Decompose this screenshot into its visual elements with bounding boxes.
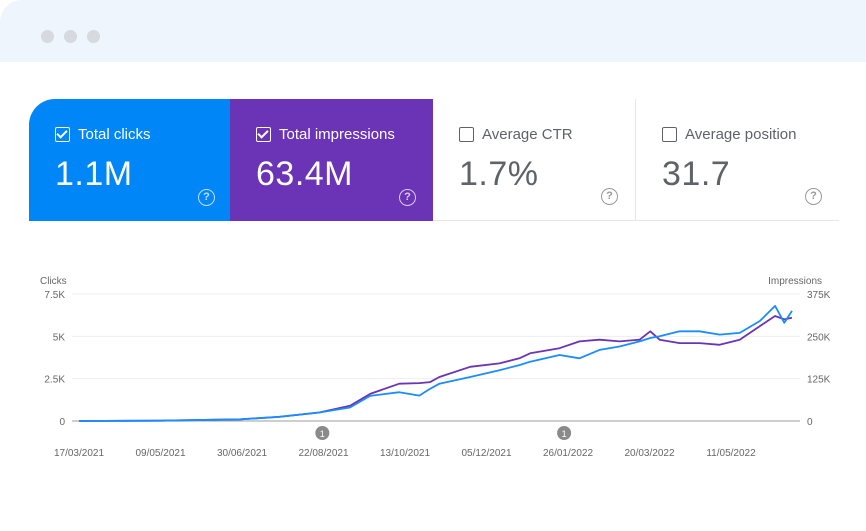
help-icon[interactable]: ?	[399, 189, 416, 206]
metric-card-total-clicks[interactable]: Total clicks 1.1M ?	[29, 99, 232, 221]
metric-card-average-position[interactable]: Average position 31.7 ?	[636, 99, 839, 221]
window-titlebar	[0, 0, 866, 62]
metric-value: 63.4M	[256, 155, 353, 193]
x-tick-label: 22/08/2021	[298, 448, 348, 459]
checkbox-unchecked-icon[interactable]	[662, 126, 677, 142]
metric-value: 1.1M	[55, 155, 133, 193]
annotation-marker[interactable]	[557, 426, 572, 440]
x-tick-label: 13/10/2021	[380, 448, 430, 459]
clicks-series-line	[78, 304, 793, 422]
help-icon[interactable]: ?	[198, 189, 215, 206]
checkbox-checked-icon[interactable]	[55, 126, 70, 142]
left-tick-label: 0	[59, 417, 65, 428]
metric-label: Average position	[685, 125, 797, 143]
right-tick-label: 0	[807, 417, 813, 428]
metric-label: Total impressions	[279, 125, 395, 143]
x-tick-label: 05/12/2021	[461, 448, 511, 459]
annotation-marker[interactable]	[315, 426, 330, 440]
right-axis-label: Impressions	[768, 276, 822, 287]
right-tick-label: 250K	[807, 332, 831, 343]
x-tick-label: 09/05/2021	[135, 448, 185, 459]
annotation-label: 1	[562, 429, 567, 439]
x-tick-label: 26/01/2022	[543, 448, 593, 459]
window-dot[interactable]	[64, 30, 77, 43]
right-tick-label: 125K	[807, 375, 831, 386]
x-tick-label: 11/05/2022	[706, 448, 756, 459]
left-tick-label: 2.5K	[44, 375, 65, 386]
metric-label: Average CTR	[482, 125, 573, 143]
metric-card-total-impressions[interactable]: Total impressions 63.4M ?	[230, 99, 433, 221]
impressions-series-line	[78, 315, 793, 422]
x-tick-label: 17/03/2021	[54, 448, 104, 459]
right-tick-label: 375K	[807, 290, 831, 301]
metric-card-average-ctr[interactable]: Average CTR 1.7% ?	[433, 99, 636, 221]
metric-value: 1.7%	[459, 155, 539, 193]
help-icon[interactable]: ?	[601, 188, 618, 205]
left-tick-label: 5K	[53, 332, 66, 343]
left-tick-label: 7.5K	[44, 290, 65, 301]
x-tick-label: 30/06/2021	[217, 448, 267, 459]
annotation-label: 1	[320, 429, 325, 439]
help-icon[interactable]: ?	[805, 188, 822, 205]
checkbox-checked-icon[interactable]	[256, 126, 271, 142]
window-dot[interactable]	[41, 30, 54, 43]
metric-value: 31.7	[662, 155, 731, 193]
left-axis-label: Clicks	[40, 276, 67, 287]
x-tick-label: 20/03/2022	[624, 448, 674, 459]
checkbox-unchecked-icon[interactable]	[459, 126, 474, 142]
window-dot[interactable]	[87, 30, 100, 43]
metric-label: Total clicks	[78, 125, 151, 143]
